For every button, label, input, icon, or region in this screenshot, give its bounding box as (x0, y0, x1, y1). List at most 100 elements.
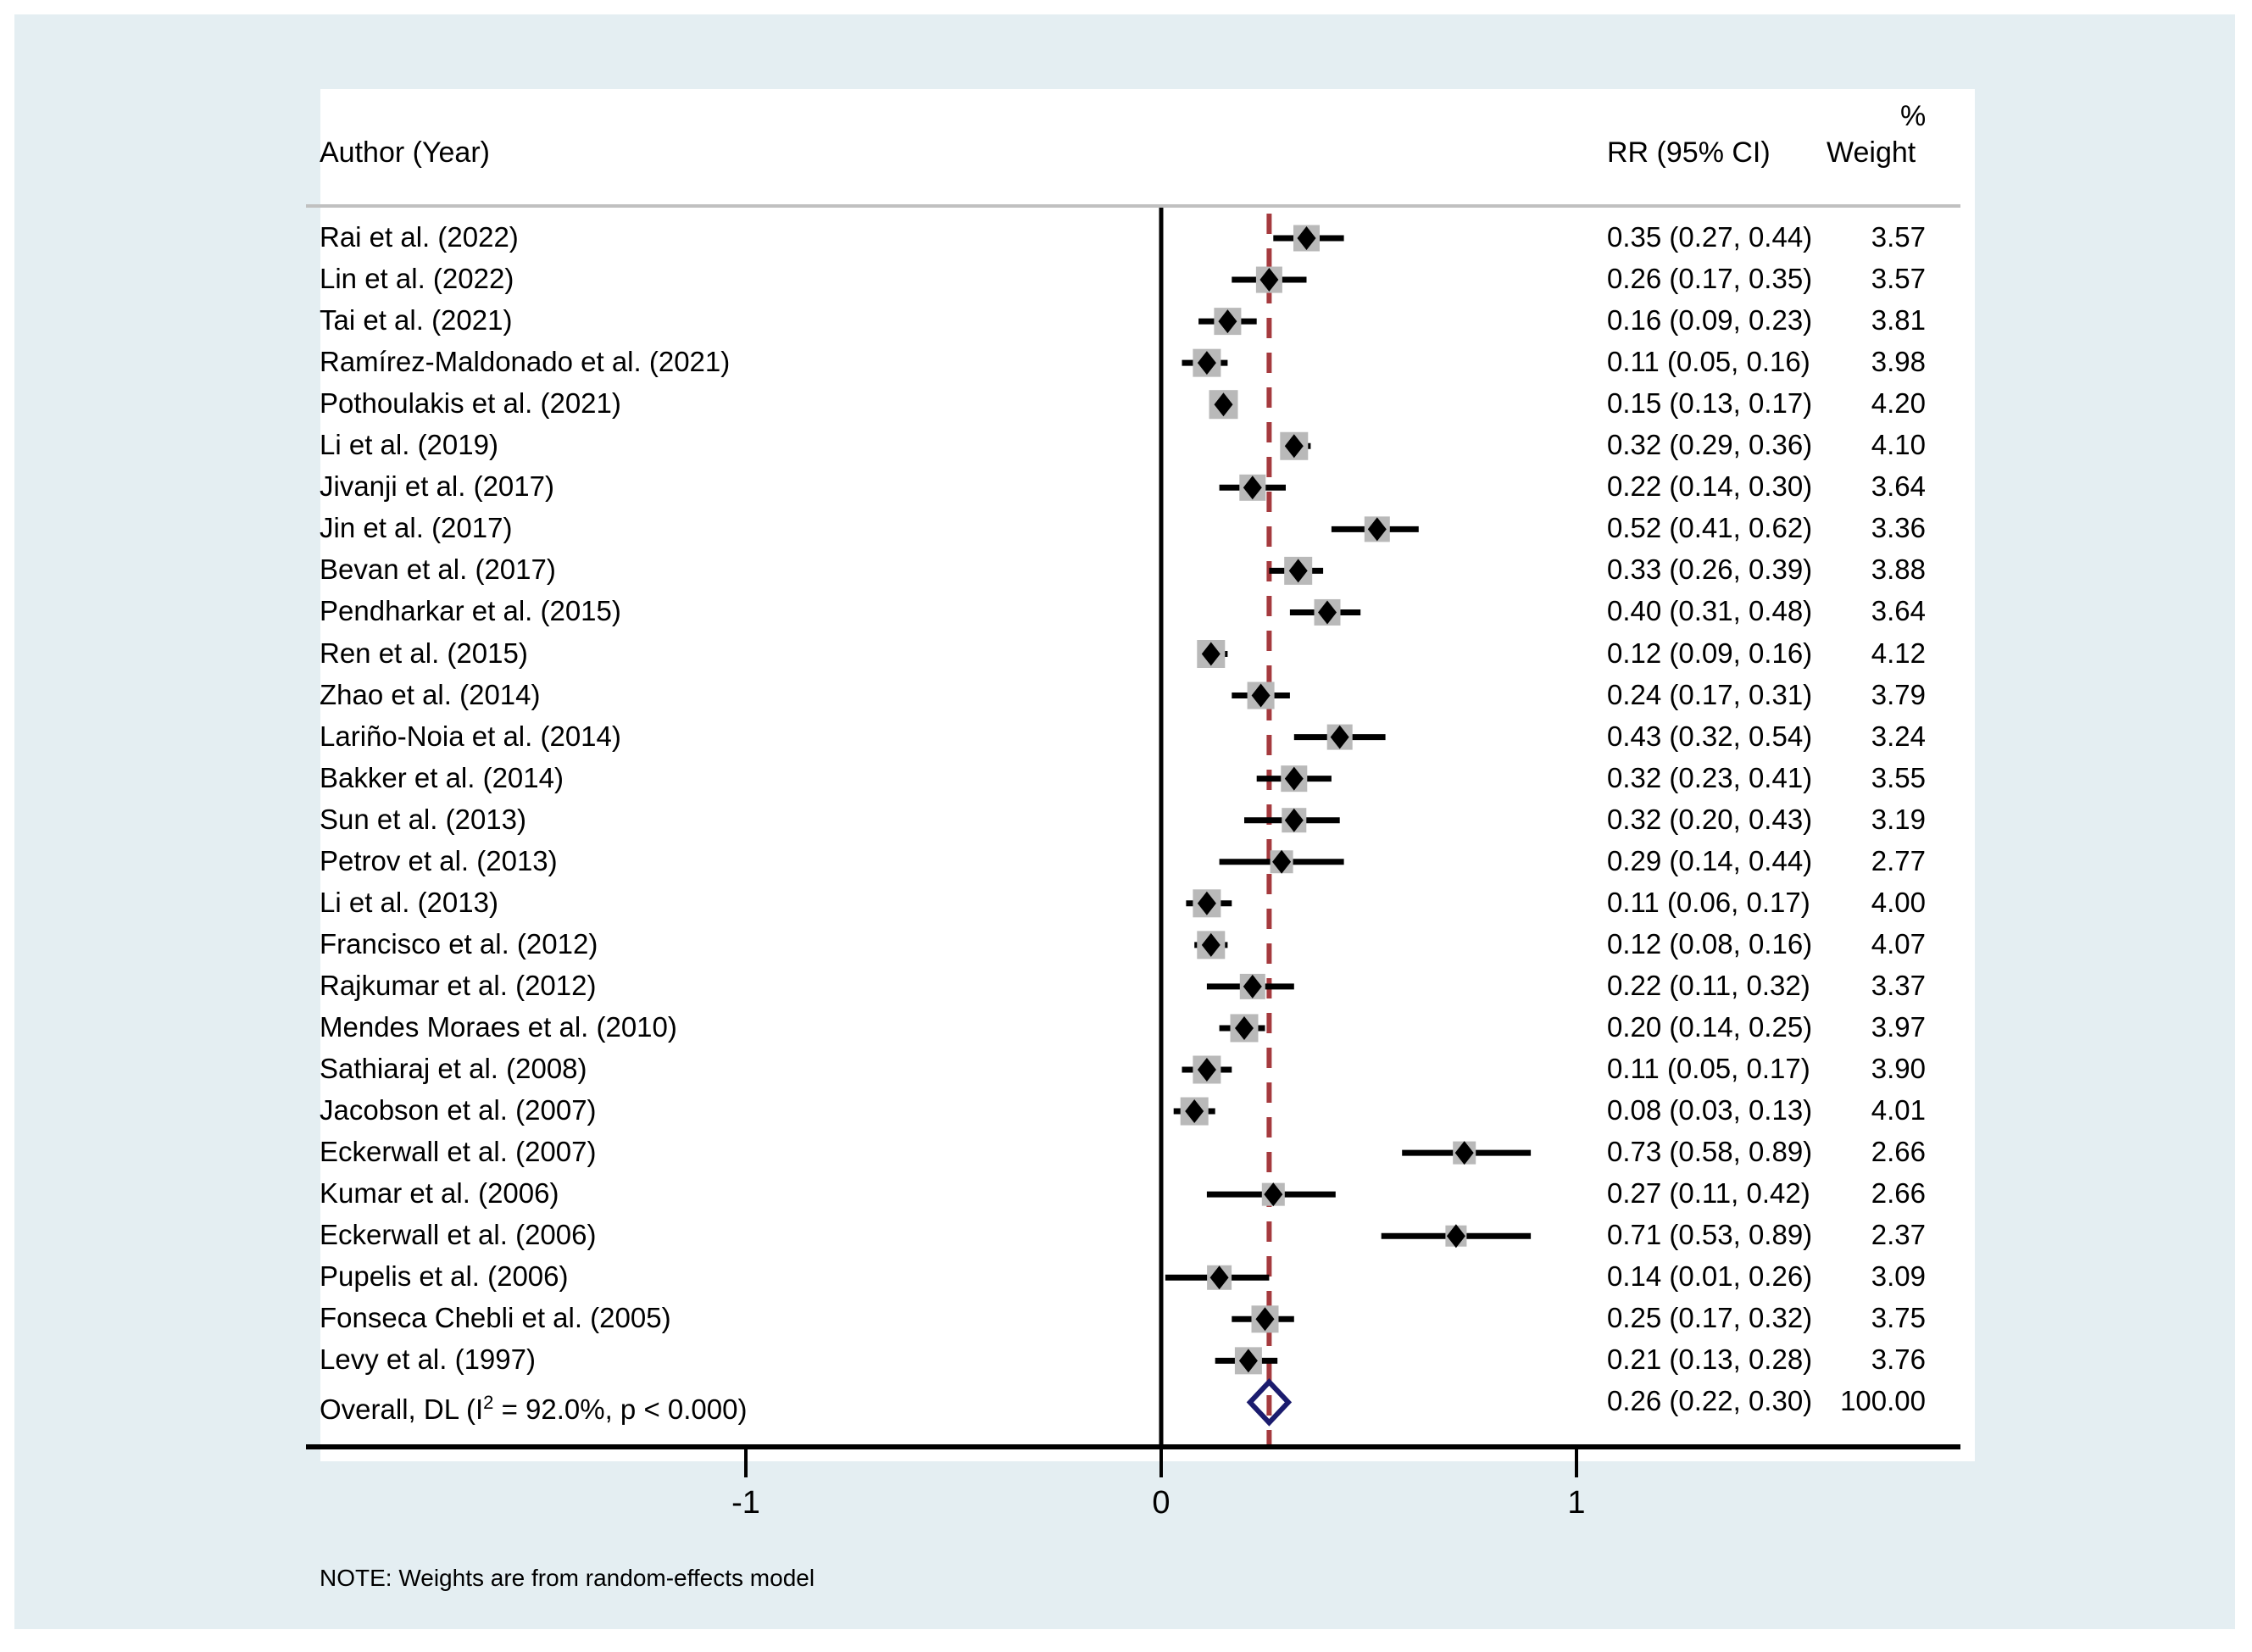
point-diamond (1197, 891, 1216, 915)
plot-panel (320, 89, 1975, 1461)
study-rr-ci: 0.11 (0.06, 0.17) (1607, 886, 1810, 918)
point-diamond (1201, 932, 1221, 957)
study-label: Fonseca Chebli et al. (2005) (320, 1302, 671, 1334)
point-diamond (1214, 392, 1233, 417)
study-label: Tai et al. (2021) (320, 304, 513, 337)
point-diamond (1235, 1015, 1254, 1040)
point-diamond (1243, 974, 1262, 998)
study-weight: 3.97 (1871, 1010, 1926, 1043)
point-diamond (1238, 1349, 1258, 1373)
study-rr-ci: 0.22 (0.14, 0.30) (1607, 470, 1813, 503)
study-label: Petrov et al. (2013) (320, 844, 558, 876)
study-weight: 3.88 (1871, 553, 1926, 586)
study-weight: 3.90 (1871, 1053, 1926, 1084)
point-diamond (1197, 1058, 1216, 1082)
point-diamond (1284, 808, 1304, 832)
study-rr-ci: 0.08 (0.03, 0.13) (1607, 1094, 1813, 1126)
overall-diamond (1246, 1378, 1293, 1427)
x-axis-tick-label: -1 (731, 1485, 760, 1521)
point-diamond (1209, 1265, 1229, 1290)
study-label: Jacobson et al. (2007) (320, 1094, 597, 1126)
study-rr-ci: 0.27 (0.11, 0.42) (1607, 1177, 1810, 1210)
study-rr-ci: 0.14 (0.01, 0.26) (1607, 1260, 1813, 1293)
study-weight: 3.37 (1871, 969, 1926, 1001)
study-weight: 3.76 (1871, 1343, 1926, 1376)
study-weight: 3.36 (1871, 512, 1926, 544)
study-weight: 3.64 (1871, 470, 1926, 503)
point-diamond (1185, 1099, 1204, 1124)
study-label: Lariño-Noia et al. (2014) (320, 720, 621, 752)
point-diamond (1255, 1307, 1275, 1332)
study-weight: 4.20 (1871, 387, 1926, 420)
point-diamond (1284, 434, 1304, 459)
rr-column-header: RR (95% CI) (1607, 136, 1771, 169)
study-label: Eckerwall et al. (2006) (320, 1219, 597, 1251)
random-effects-note: NOTE: Weights are from random-effects mo… (320, 1565, 815, 1591)
study-label: Zhao et al. (2014) (320, 678, 541, 710)
x-axis-tick-label: 1 (1567, 1485, 1586, 1521)
study-weight: 2.66 (1871, 1136, 1926, 1168)
study-weight: 3.98 (1871, 346, 1926, 378)
study-label: Eckerwall et al. (2007) (320, 1136, 597, 1168)
study-rr-ci: 0.15 (0.13, 0.17) (1607, 387, 1813, 420)
study-weight: 3.55 (1871, 761, 1926, 793)
study-label: Ren et al. (2015) (320, 637, 528, 669)
study-weight: 3.75 (1871, 1302, 1926, 1334)
point-diamond (1251, 683, 1271, 708)
study-rr-ci: 0.20 (0.14, 0.25) (1607, 1010, 1813, 1043)
study-label: Jivanji et al. (2017) (320, 470, 554, 503)
point-diamond (1288, 559, 1308, 583)
study-label: Francisco et al. (2012) (320, 927, 598, 959)
study-label: Levy et al. (1997) (320, 1343, 536, 1376)
study-label: Li et al. (2019) (320, 429, 498, 461)
study-label: Pendharkar et al. (2015) (320, 595, 621, 627)
study-label: Pothoulakis et al. (2021) (320, 387, 621, 420)
study-rr-ci: 0.11 (0.05, 0.17) (1607, 1053, 1810, 1084)
author-column-header: Author (Year) (320, 136, 490, 169)
study-rr-ci: 0.35 (0.27, 0.44) (1607, 221, 1813, 253)
study-weight: 4.10 (1871, 429, 1926, 461)
study-rr-ci: 0.71 (0.53, 0.89) (1607, 1219, 1813, 1251)
study-rr-ci: 0.29 (0.14, 0.44) (1607, 844, 1813, 876)
study-label: Kumar et al. (2006) (320, 1177, 559, 1210)
study-weight: 2.37 (1871, 1219, 1926, 1251)
study-rr-ci: 0.43 (0.32, 0.54) (1607, 720, 1813, 752)
point-diamond (1284, 766, 1304, 791)
x-axis-tick-label: 0 (1152, 1485, 1170, 1521)
study-weight: 3.24 (1871, 720, 1926, 752)
study-rr-ci: 0.16 (0.09, 0.23) (1607, 304, 1813, 337)
point-diamond (1272, 849, 1292, 874)
point-diamond (1197, 351, 1216, 375)
percent-header: % (1900, 100, 1927, 132)
study-weight: 2.66 (1871, 1177, 1926, 1210)
study-rr-ci: 0.33 (0.26, 0.39) (1607, 553, 1813, 586)
study-weight: 4.12 (1871, 637, 1926, 669)
point-diamond (1218, 309, 1237, 334)
study-rr-ci: 0.32 (0.29, 0.36) (1607, 429, 1813, 461)
point-diamond (1446, 1224, 1465, 1249)
study-weight: 3.64 (1871, 595, 1926, 627)
study-weight: 3.19 (1871, 803, 1926, 835)
study-label: Bakker et al. (2014) (320, 761, 564, 793)
study-weight: 2.77 (1871, 844, 1926, 876)
weight-column-header: Weight (1827, 136, 1916, 169)
study-label: Sun et al. (2013) (320, 803, 526, 835)
study-label: Ramírez-Maldonado et al. (2021) (320, 346, 731, 378)
study-label: Rajkumar et al. (2012) (320, 969, 597, 1001)
study-weight: 4.01 (1871, 1094, 1926, 1126)
point-diamond (1264, 1182, 1283, 1207)
plot-background: Author (Year) RR (95% CI) % Weight Overa… (14, 14, 2235, 1629)
point-diamond (1201, 642, 1221, 666)
study-weight: 4.00 (1871, 886, 1926, 918)
study-label: Li et al. (2013) (320, 886, 498, 918)
study-rr-ci: 0.40 (0.31, 0.48) (1607, 595, 1813, 627)
study-rr-ci: 0.25 (0.17, 0.32) (1607, 1302, 1813, 1334)
study-rr-ci: 0.24 (0.17, 0.31) (1607, 678, 1813, 710)
study-label: Lin et al. (2022) (320, 263, 514, 295)
study-label: Bevan et al. (2017) (320, 553, 556, 586)
point-diamond (1243, 476, 1262, 500)
study-weight: 3.81 (1871, 304, 1926, 337)
point-diamond (1367, 517, 1387, 542)
